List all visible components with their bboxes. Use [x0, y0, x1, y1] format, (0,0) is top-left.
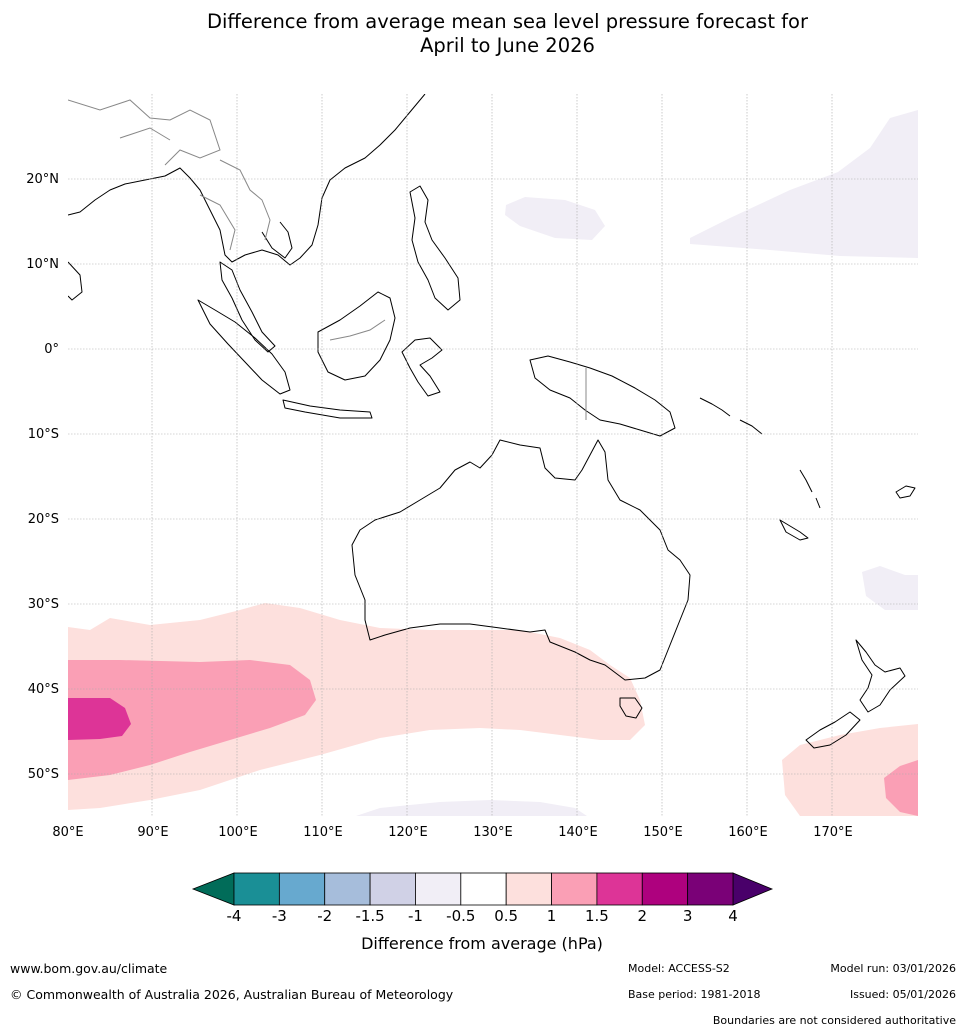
colorbar-tick-label: -1.5: [355, 907, 384, 925]
new-caledonia-outline: [779, 519, 809, 541]
sumatra-outline: [197, 299, 291, 395]
colorbar-bin: [278, 872, 326, 906]
colorbar-bin: [369, 872, 416, 906]
lon-label: 150°E: [643, 825, 683, 840]
graticule: [68, 94, 918, 816]
colorbar-tick-label: 2: [637, 907, 647, 925]
anomaly-05-southern-ocean: [68, 603, 645, 810]
java-outline: [282, 399, 373, 419]
colorbar-tick-label: -1: [408, 907, 423, 925]
lat-label: 40°S: [28, 682, 59, 697]
map-plot: [68, 94, 918, 816]
new-zealand-south-outline: [805, 711, 861, 749]
colorbar-tick-label: 1.5: [585, 907, 609, 925]
colorbar-tick-label: 4: [728, 907, 738, 925]
footer-copyright: © Commonwealth of Australia 2026, Austra…: [10, 987, 454, 1002]
colorbar-bin: [415, 872, 462, 906]
colorbar-tick-label: -2: [317, 907, 332, 925]
borders: [68, 99, 587, 420]
lat-label: 0°: [44, 342, 59, 357]
colorbar-tick-label: 0.5: [494, 907, 518, 925]
footer-disclaimer: Boundaries are not considered authoritat…: [712, 1014, 956, 1027]
footer-model: Model: ACCESS-S2: [628, 962, 730, 975]
footer-url: www.bom.gov.au/climate: [10, 961, 168, 976]
title-line-2: April to June 2026: [420, 34, 595, 57]
india-sri-lanka-outline: [68, 261, 83, 301]
asia-mainland-outline: [68, 94, 426, 266]
colorbar-label: Difference from average (hPa): [361, 934, 603, 953]
lat-label: 30°S: [28, 597, 59, 612]
anomaly-neg05-south: [356, 800, 587, 816]
colorbar: -4 -3 -2 -1.5 -1 -0.5 0.5 1 1.5 2 3 4: [191, 872, 774, 925]
footer-issued: Issued: 05/01/2026: [849, 988, 956, 1001]
borneo-outline: [317, 291, 396, 381]
lon-label: 120°E: [388, 825, 428, 840]
colorbar-bin: [324, 872, 371, 906]
colorbar-bin: [551, 872, 598, 906]
lon-label: 80°E: [52, 825, 83, 840]
asian-borders: [68, 99, 271, 251]
anomaly-05-new-zealand: [782, 724, 918, 816]
lon-label: 160°E: [728, 825, 768, 840]
colorbar-under-triangle: [191, 872, 235, 906]
lat-label: 20°N: [26, 172, 59, 187]
lat-label: 50°S: [28, 767, 59, 782]
tasmania-outline: [619, 697, 643, 719]
colorbar-bin: [596, 872, 643, 906]
colorbar-bin: [233, 872, 280, 906]
new-guinea-outline: [529, 355, 676, 437]
lon-label: 100°E: [218, 825, 258, 840]
lon-label: 130°E: [473, 825, 513, 840]
anomaly-1-east: [884, 760, 918, 816]
philippines-outline: [409, 185, 461, 311]
colorbar-tick-label: -4: [227, 907, 242, 925]
lat-label: 10°N: [26, 257, 59, 272]
borneo-border: [329, 319, 386, 341]
footer-base-period: Base period: 1981-2018: [628, 988, 761, 1001]
anomaly-neg05-west-pacific: [505, 197, 605, 240]
colorbar-bin: [505, 872, 552, 906]
map-title: Difference from average mean sea level p…: [0, 10, 965, 58]
lon-label: 90°E: [137, 825, 168, 840]
anomaly-1-indian-ocean: [68, 660, 316, 780]
lat-label: 20°S: [28, 512, 59, 527]
indochina-outline: [261, 221, 293, 259]
colorbar-tick-label: 3: [683, 907, 693, 925]
footer-model-run: Model run: 03/01/2026: [830, 962, 956, 975]
malay-peninsula-outline: [219, 261, 276, 353]
title-line-1: Difference from average mean sea level p…: [207, 10, 808, 33]
new-zealand-north-outline: [855, 639, 906, 713]
sulawesi-outline: [401, 337, 443, 397]
colorbar-bin: [460, 872, 507, 906]
vanuatu-outline: [799, 469, 821, 509]
colorbar-tick-label: -0.5: [446, 907, 475, 925]
lon-label: 110°E: [303, 825, 343, 840]
anomaly-shading: [68, 110, 918, 816]
colorbar-tick-label: 1: [547, 907, 557, 925]
australia-outline: [351, 439, 691, 681]
colorbar-tick-label: -3: [272, 907, 287, 925]
lat-label: 10°S: [28, 427, 59, 442]
anomaly-neg05-tasman: [862, 566, 918, 610]
anomaly-neg05-north-pacific: [690, 110, 918, 258]
colorbar-over-triangle: [732, 872, 774, 906]
colorbar-bin: [687, 872, 734, 906]
colorbar-bin: [641, 872, 689, 906]
fiji-outline: [895, 485, 916, 499]
anomaly-15-core: [68, 698, 131, 740]
lon-label: 170°E: [813, 825, 853, 840]
coastlines: [68, 94, 916, 749]
lon-label: 140°E: [558, 825, 598, 840]
solomon-islands-outline: [699, 397, 763, 435]
